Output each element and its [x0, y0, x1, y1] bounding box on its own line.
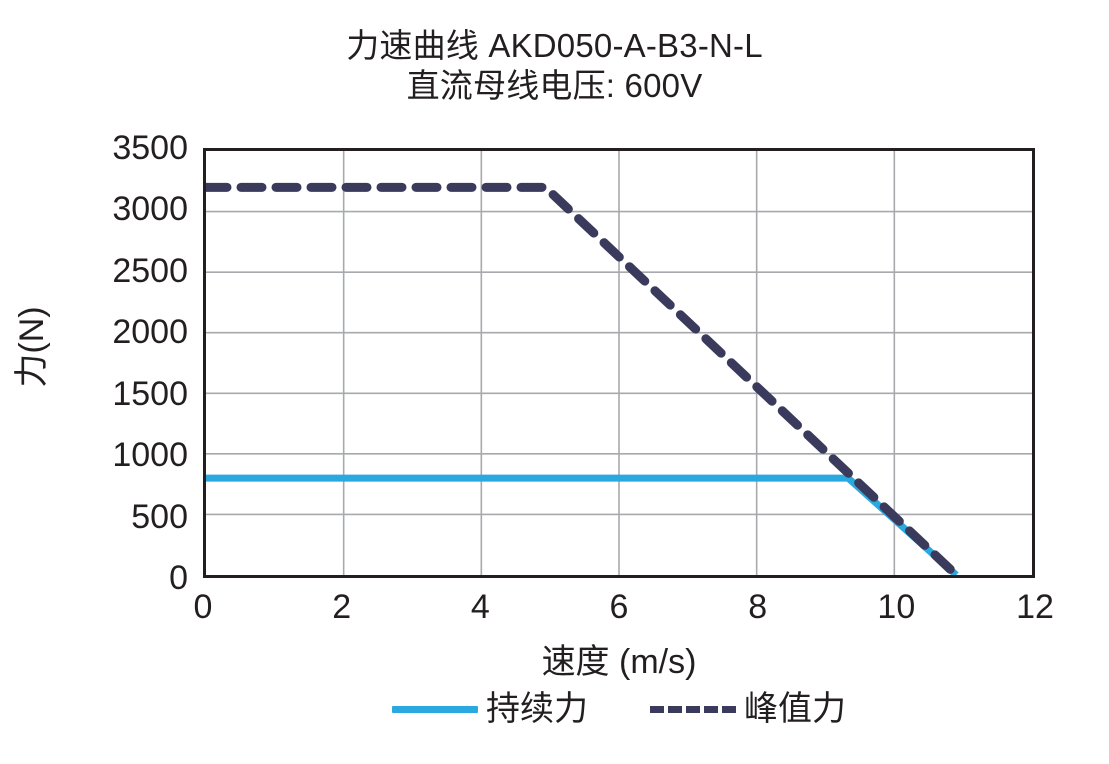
legend-label: 峰值力: [744, 690, 846, 728]
chart-title: 力速曲线 AKD050-A-B3-N-L 直流母线电压: 600V: [0, 26, 1109, 106]
series-line-peak: [206, 187, 956, 575]
plot-area: [203, 148, 1035, 578]
y-tick-label: 1500: [112, 374, 188, 413]
x-tick-label: 12: [1016, 588, 1054, 626]
x-axis-title: 速度 (m/s): [541, 643, 697, 681]
y-tick-label: 2500: [112, 251, 188, 290]
data-series: [206, 151, 1032, 575]
chart-title-line-1: 力速曲线 AKD050-A-B3-N-L: [346, 27, 763, 64]
y-axis-title: 力(N): [13, 306, 51, 388]
chart-title-line-2: 直流母线电压: 600V: [406, 67, 703, 104]
x-tick-label: 6: [609, 588, 629, 626]
legend-item: 峰值力: [650, 692, 846, 726]
x-tick-label: 10: [877, 588, 916, 626]
y-axis-tick-labels: 0 500 1000 1500 2000 2500 3000 3500: [78, 131, 188, 595]
chart-legend: 持续力 峰值力: [203, 692, 1035, 726]
legend-item: 持续力: [392, 692, 588, 726]
y-tick-label: 2000: [112, 313, 188, 352]
x-tick-label: 8: [748, 588, 768, 626]
x-tick-label: 0: [193, 588, 213, 626]
x-tick-label: 2: [332, 588, 352, 626]
x-tick-label: 4: [470, 588, 490, 626]
series-line-continuous: [206, 478, 956, 575]
y-tick-label: 500: [131, 497, 188, 536]
legend-label: 持续力: [486, 690, 588, 728]
y-tick-label: 3000: [112, 190, 188, 229]
x-axis-tick-labels: 0 2 4 6 8 10 12: [194, 588, 1054, 630]
y-tick-label: 3500: [112, 129, 188, 167]
grid-lines: [206, 151, 1032, 575]
y-tick-label: 1000: [112, 436, 188, 475]
legend-swatch-continuous: [392, 705, 478, 713]
legend-swatch-peak: [650, 705, 736, 713]
y-tick-label: 0: [169, 559, 188, 597]
